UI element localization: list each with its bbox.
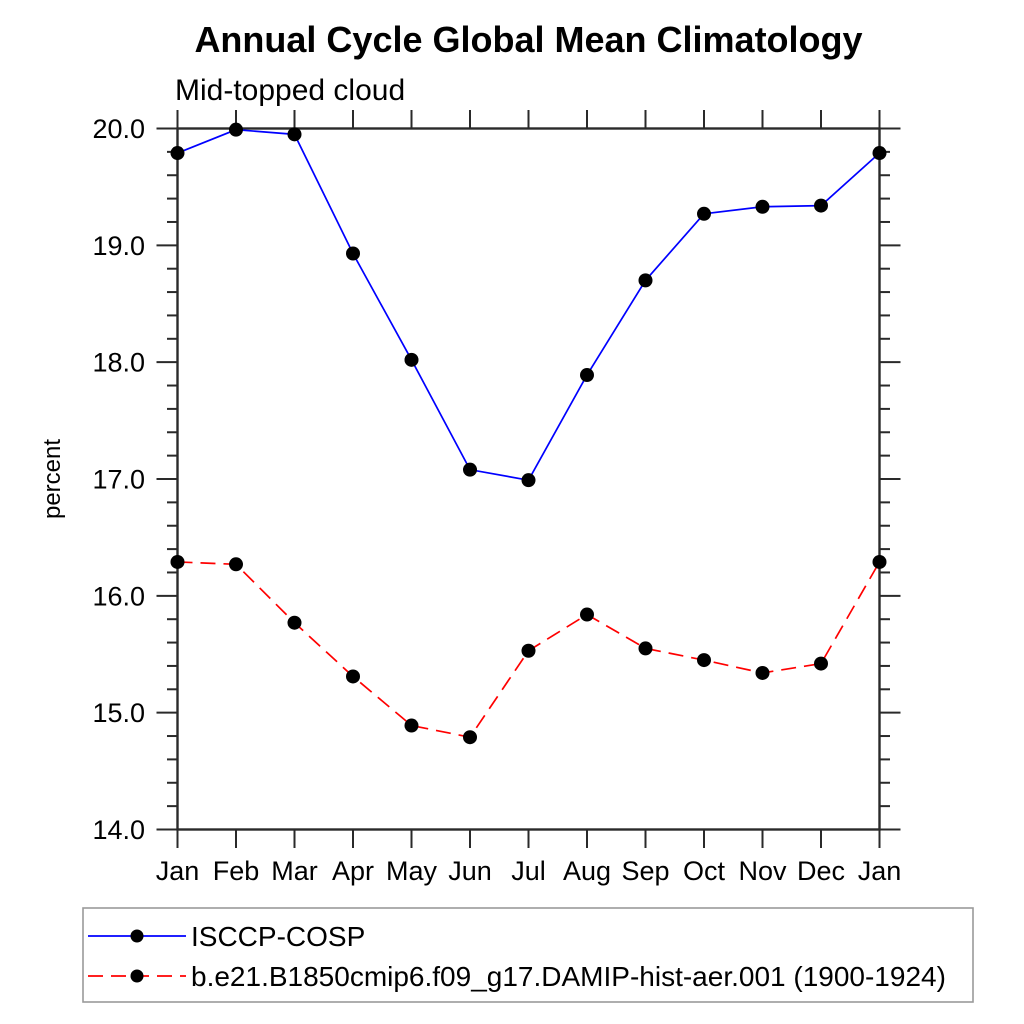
legend-marker [130,929,144,943]
data-point-marker [346,246,360,261]
data-point-marker [229,122,243,137]
legend-frame [82,907,974,1003]
x-tick-label: Aug [563,856,611,886]
data-point-marker [521,643,536,658]
data-point-marker [872,554,887,569]
legend-box: ISCCP-COSP b.e21.B1850cmip6.f09_g17.DAMIP… [82,907,974,1003]
series-line-isccp-cosp [177,128,881,482]
y-tick-label: 14.0 [92,815,145,845]
axis-ticks [156,110,901,848]
x-tick-label: Jul [511,856,546,886]
y-axis-label: percent [39,439,66,519]
data-point-marker [170,554,185,569]
axis-tick-labels: 14.0 15.0 16.0 17.0 18.0 19.0 20.0 Jan Feb Mar Apr… [92,114,901,886]
y-tick-label: 16.0 [92,581,145,611]
data-point-marker [463,730,477,745]
x-tick-label: Feb [213,856,260,886]
data-point-marker [697,206,711,221]
x-tick-label: Sep [621,856,669,886]
data-point-marker [404,718,419,733]
y-tick-label: 17.0 [92,465,145,495]
data-point-marker [287,615,302,630]
legend-marker [130,969,144,983]
data-point-marker [814,198,828,213]
data-point-marker [463,462,477,477]
x-tick-label: Jun [448,856,492,886]
x-tick-label: Jan [858,856,902,886]
data-point-marker [638,641,653,656]
data-point-marker [755,199,770,214]
x-tick-label: Oct [683,856,726,886]
data-point-marker [697,653,711,668]
data-point-marker [580,368,594,383]
x-tick-label: Dec [797,856,845,886]
y-tick-label: 15.0 [92,698,145,728]
plot-frame-rect [176,127,881,831]
y-tick-label: 18.0 [92,348,145,378]
y-tick-label: 20.0 [92,114,145,144]
data-point-marker [755,665,770,680]
data-point-marker [872,146,887,161]
legend-label: b.e21.B1850cmip6.f09_g17.DAMIP-hist-aer.… [191,961,946,992]
data-point-marker [170,146,185,161]
data-point-marker [580,607,594,622]
legend-label: ISCCP-COSP [191,921,365,952]
plot-frame [176,127,881,831]
data-point-marker [287,127,302,142]
data-point-marker [404,352,419,367]
x-tick-label: May [386,856,438,886]
data-point-marker [521,473,536,488]
series-group [170,122,887,745]
data-point-marker [346,669,360,684]
x-tick-label: Jan [156,856,200,886]
x-tick-label: Mar [271,856,318,886]
data-point-marker [638,273,653,288]
chart-subtitle: Mid-topped cloud [175,74,405,107]
y-tick-label: 19.0 [92,231,145,261]
x-tick-label: Nov [738,856,787,886]
data-point-marker [229,557,243,572]
x-tick-label: Apr [332,856,374,886]
chart-title: Annual Cycle Global Mean Climatology [194,19,862,60]
data-point-marker [814,656,828,671]
